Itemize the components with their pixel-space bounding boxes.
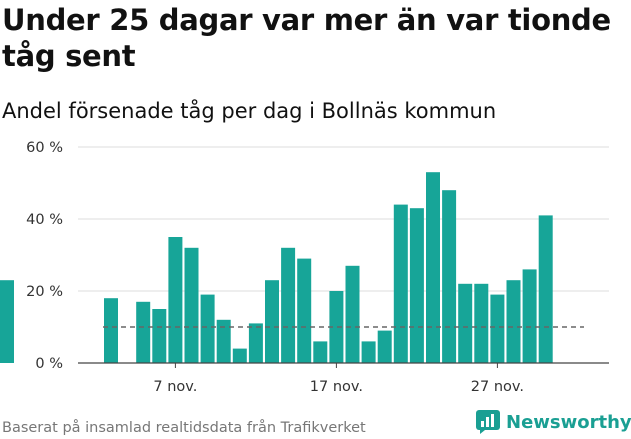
bar [409,208,424,363]
bar [104,298,118,363]
bar [426,172,440,363]
bar [136,301,151,363]
y-tick-label: 60 % [26,140,63,156]
brand-name: Newsworthy [506,411,631,433]
y-tick-label: 20 % [26,284,63,300]
bar [329,291,344,363]
bar [538,215,553,363]
x-tick-label: 7 nov. [153,379,197,395]
bar [265,280,279,363]
x-tick-label: 27 nov. [471,379,524,395]
y-tick-label: 40 % [26,212,63,228]
bar [168,237,183,363]
bar [345,265,360,363]
bar [216,319,231,363]
x-tick-label: 17 nov. [310,379,363,395]
y-tick-label: 0 % [35,356,63,372]
bar [393,204,408,363]
chart-subtitle: Andel försenade tåg per dag i Bollnäs ko… [2,99,497,123]
source-note: Baserat på insamlad realtidsdata från Tr… [2,420,366,436]
bar [232,348,247,363]
newsworthy-logo-icon [476,410,500,434]
bar [152,309,167,363]
bar [281,247,296,363]
chart-title: Under 25 dagar var mer än var tionde tåg… [2,3,611,73]
bar [248,323,263,363]
bar [442,190,457,363]
newsworthy-brand: Newsworthy [476,408,631,436]
bar [474,283,489,363]
bar [313,341,328,363]
bar [184,247,199,363]
bar [200,294,215,363]
bar [458,283,473,363]
bar [0,283,14,363]
bar [490,294,505,363]
bar [361,341,376,363]
bar [297,258,312,363]
bar [506,280,521,363]
bar [522,269,537,363]
bar [377,330,392,363]
